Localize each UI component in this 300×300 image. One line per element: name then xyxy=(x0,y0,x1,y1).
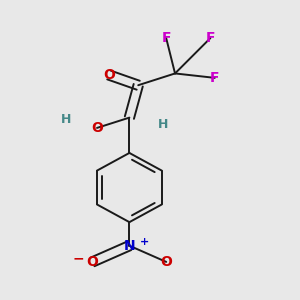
Text: H: H xyxy=(158,118,168,131)
Text: +: + xyxy=(140,237,149,247)
Text: F: F xyxy=(210,71,220,85)
Text: −: − xyxy=(72,251,84,266)
Text: O: O xyxy=(103,68,115,82)
Text: O: O xyxy=(160,255,172,269)
Text: F: F xyxy=(206,31,215,45)
Text: O: O xyxy=(91,121,103,135)
Text: F: F xyxy=(161,31,171,45)
Text: N: N xyxy=(124,239,135,253)
Text: H: H xyxy=(61,112,71,126)
Text: O: O xyxy=(87,255,98,269)
